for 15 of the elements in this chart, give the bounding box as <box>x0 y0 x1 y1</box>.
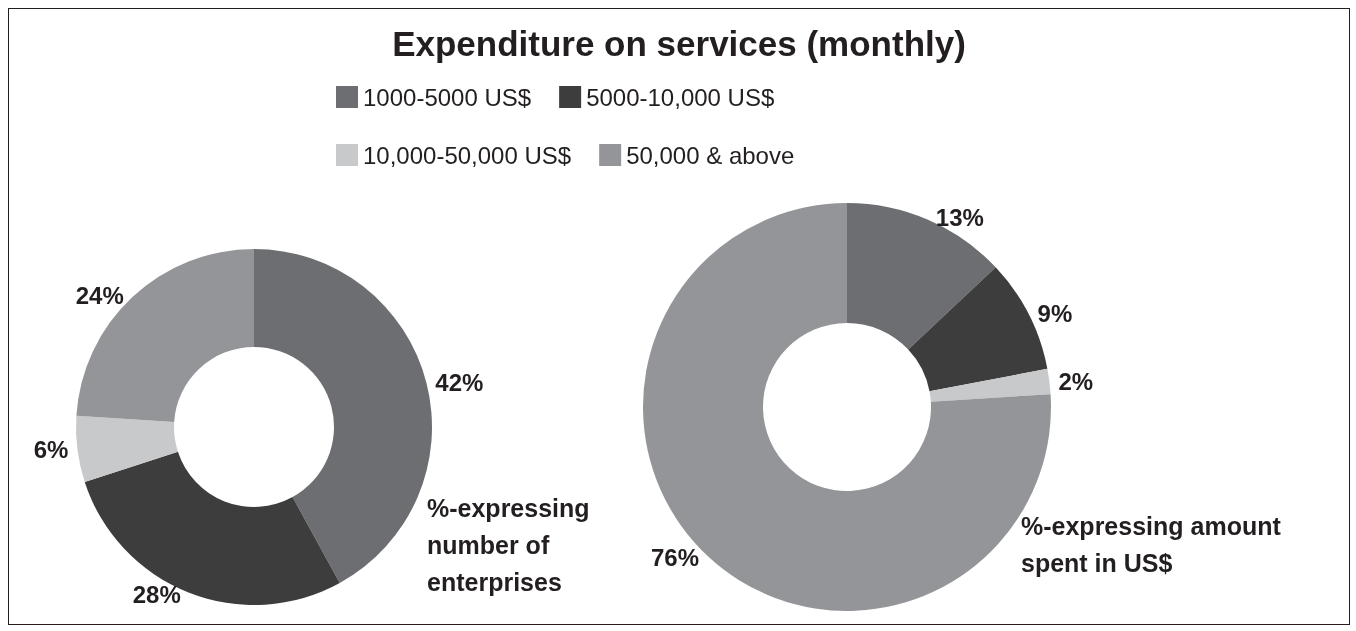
data-label: 2% <box>1058 367 1094 395</box>
data-label: 13% <box>935 204 984 232</box>
data-label: 42% <box>435 368 484 396</box>
data-label: 28% <box>132 580 181 608</box>
legend-label: 50,000 & above <box>626 141 795 169</box>
chart-title: Expenditure on services (monthly) <box>392 24 966 63</box>
data-label: 24% <box>75 282 124 310</box>
slice-label: %-expressing amount spent in US$ <box>1021 511 1288 577</box>
data-label: 6% <box>33 436 69 464</box>
legend-label: 10,000-50,000 US$ <box>363 141 572 169</box>
legend-label: 5000-10,000 US$ <box>586 83 775 111</box>
data-label: 76% <box>650 543 699 571</box>
legend-label: 1000-5000 US$ <box>363 83 532 111</box>
slice-label: %-expressing number of enterprises <box>427 493 597 596</box>
data-label: 9% <box>1037 299 1073 327</box>
